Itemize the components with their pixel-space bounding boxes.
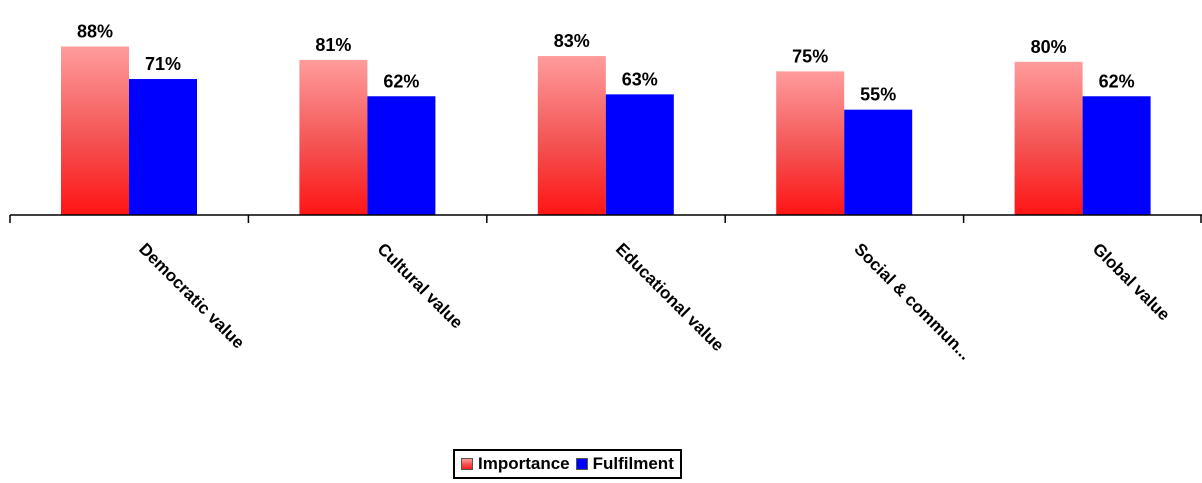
category-labels-group: Democratic value Cultural value Educationa…: [135, 239, 1174, 363]
value-label-importance-4: 75%: [792, 46, 828, 66]
value-labels-group: 88% 71% 81% 62% 83% 63% 75% 55% 80% 62%: [77, 21, 1135, 104]
value-label-fulfilment-5: 62%: [1099, 71, 1135, 91]
value-label-importance-2: 81%: [315, 35, 351, 55]
value-label-fulfilment-3: 63%: [622, 69, 658, 89]
x-axis-ticks: [9, 215, 1202, 223]
bar-importance-1: [61, 46, 129, 216]
category-label-4: Social & commun...: [850, 239, 974, 363]
legend-swatch-importance: [461, 458, 473, 470]
legend-item-fulfilment: Fulfilment: [575, 454, 674, 474]
bar-fulfilment-4: [844, 109, 913, 215]
category-label-5: Global value: [1089, 239, 1174, 324]
bar-fulfilment-2: [367, 96, 436, 215]
legend-swatch-fulfilment: [575, 458, 588, 470]
bar-fulfilment-1: [129, 79, 197, 215]
category-label-1: Democratic value: [135, 239, 248, 352]
legend-label-importance: Importance: [478, 454, 570, 473]
category-label-2: Cultural value: [374, 239, 467, 332]
value-label-importance-5: 80%: [1031, 37, 1067, 57]
bar-fulfilment-5: [1082, 96, 1151, 215]
bar-importance-4: [776, 71, 845, 215]
value-label-fulfilment-4: 55%: [860, 85, 896, 105]
value-label-importance-3: 83%: [554, 31, 590, 51]
bars-group: [61, 46, 1151, 216]
value-label-fulfilment-1: 71%: [145, 54, 181, 74]
legend: Importance Fulfilment: [453, 449, 682, 479]
value-label-fulfilment-2: 62%: [383, 71, 419, 91]
value-label-importance-1: 88%: [77, 21, 113, 41]
bar-importance-3: [537, 56, 606, 216]
legend-item-importance: Importance: [461, 454, 570, 474]
category-label-3: Educational value: [612, 239, 728, 355]
bar-importance-2: [299, 59, 368, 216]
bar-fulfilment-3: [605, 94, 674, 215]
legend-label-fulfilment: Fulfilment: [592, 454, 674, 473]
bar-importance-5: [1014, 61, 1083, 215]
